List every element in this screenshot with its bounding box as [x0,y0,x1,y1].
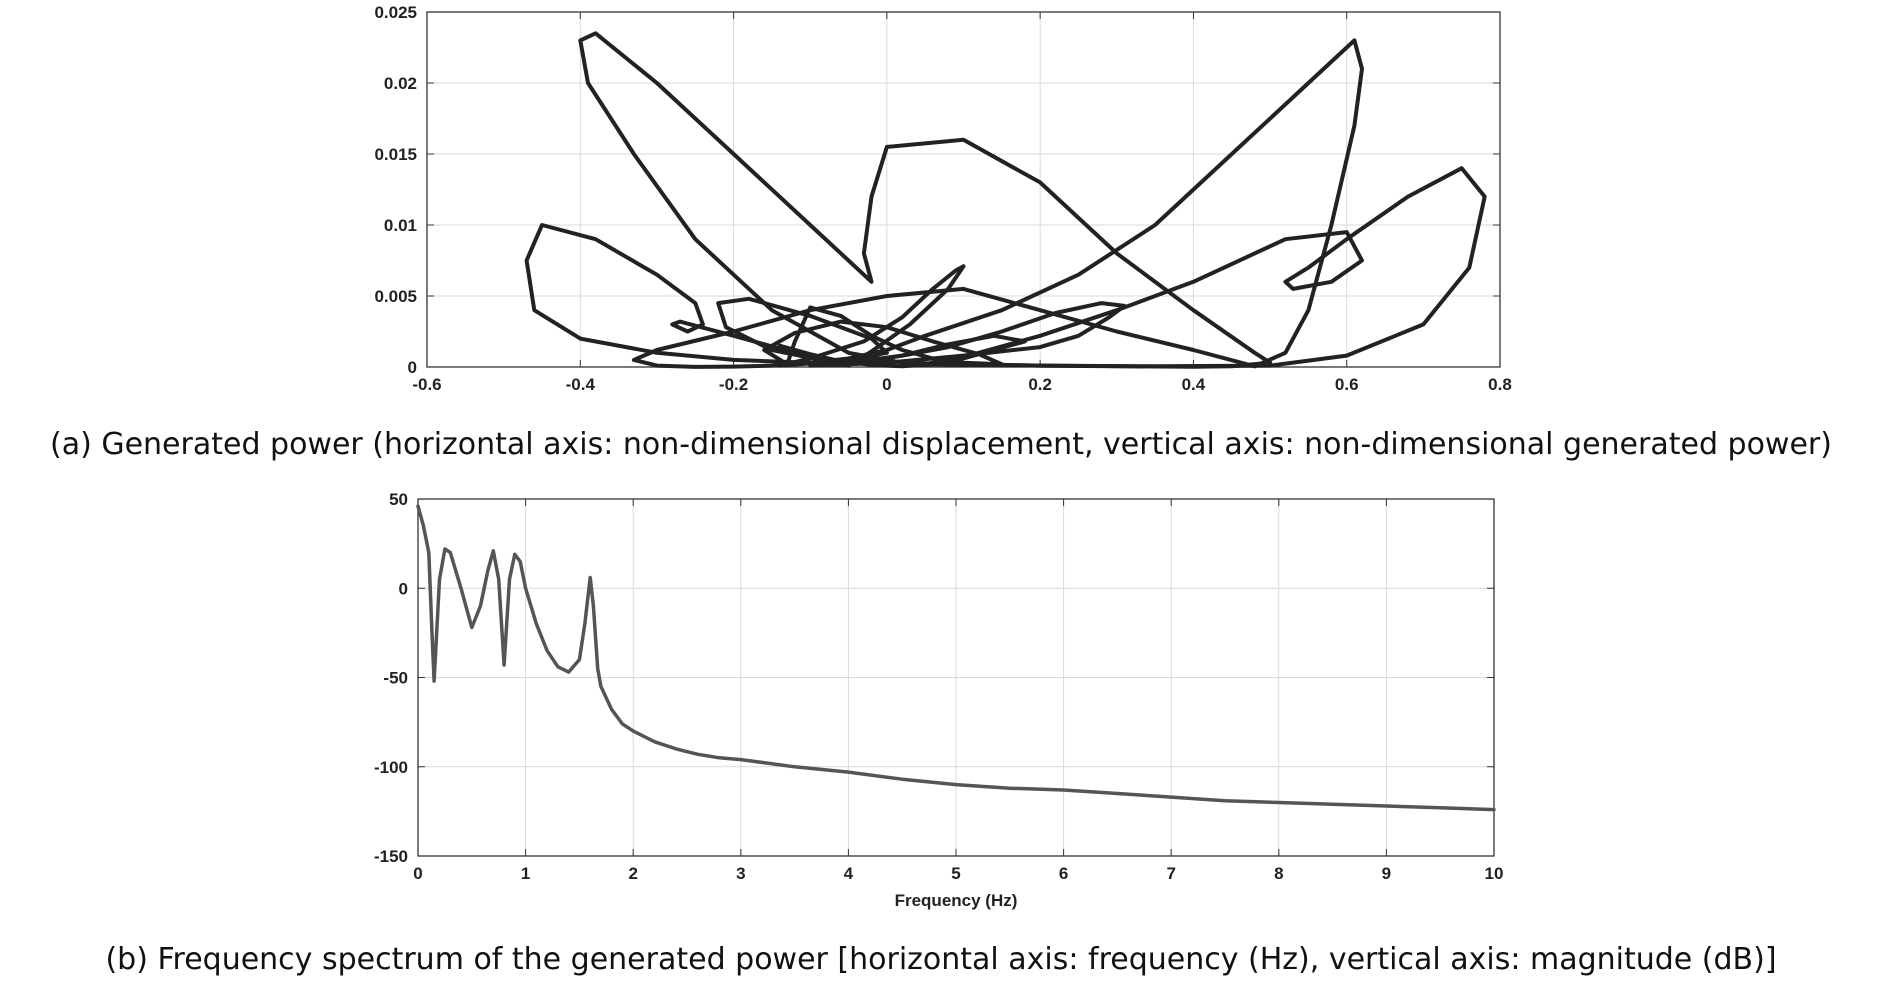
y-tick-label: 0.015 [374,145,417,164]
power-loop-series-3 [524,223,851,367]
y-tick-label: 0 [408,358,417,377]
y-tick-label: 0 [399,579,408,598]
x-tick-label: 10 [1485,864,1504,883]
x-tick-label: 6 [1059,864,1068,883]
y-tick-label: -100 [374,758,408,777]
chart-b-frequency-spectrum: 0 1 2 3 4 5 6 7 8 9 10 50 0 -50 -100 -150 Frequency (Hz) [374,490,1503,910]
power-loop-series-4 [716,264,966,368]
power-loop-series-6 [762,305,1004,367]
y-tick-label: -50 [383,669,408,688]
y-tick-label: 0.01 [384,216,417,235]
y-tick-label: 0.02 [384,74,417,93]
x-tick-label: 0.4 [1182,375,1206,394]
x-tick-label: 1 [521,864,530,883]
y-tick-label: -150 [374,847,408,866]
x-tick-label: 0.8 [1488,375,1512,394]
x-tick-label: 8 [1274,864,1283,883]
x-tick-label: 4 [844,864,854,883]
x-axis-label: Frequency (Hz) [895,891,1018,910]
power-loop-series-7 [777,333,1027,369]
x-tick-label: 2 [628,864,637,883]
spectrum-series-0 [416,504,1496,812]
x-tick-label: -0.6 [412,375,441,394]
x-tick-label: 0 [413,864,422,883]
power-loop-series-2 [923,166,1487,369]
x-tick-label: -0.2 [719,375,748,394]
x-tick-label: -0.4 [566,375,596,394]
x-tick-label: 7 [1166,864,1175,883]
y-tick-label: 50 [389,490,408,509]
power-loop-series-1 [631,38,1364,369]
x-tick-label: 5 [951,864,960,883]
x-tick-label: 3 [736,864,745,883]
caption-b: (b) Frequency spectrum of the generated … [105,942,1777,977]
chart-a-generated-power: -0.6 -0.4 -0.2 0 0.2 0.4 0.6 0.8 0 0.005 0.01 0.015… [374,3,1511,394]
y-tick-label: 0.025 [374,3,417,22]
caption-a: (a) Generated power (horizontal axis: no… [50,427,1832,462]
x-tick-label: 0 [882,375,891,394]
plot-frame [426,11,1501,368]
x-tick-label: 0.2 [1028,375,1052,394]
x-tick-label: 9 [1382,864,1391,883]
x-tick-label: 0.6 [1335,375,1359,394]
y-tick-label: 0.005 [374,287,417,306]
